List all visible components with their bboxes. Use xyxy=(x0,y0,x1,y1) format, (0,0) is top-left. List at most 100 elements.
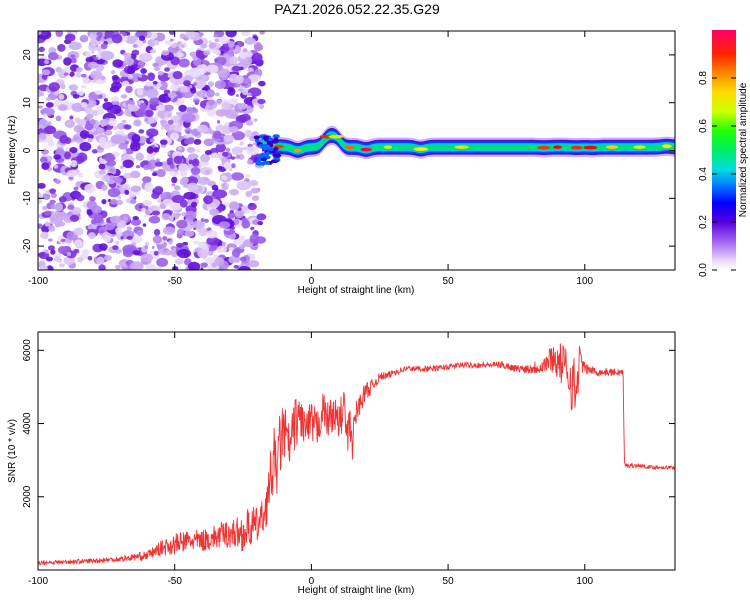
spectrogram-noise-blob xyxy=(246,119,254,126)
spectrogram-noise-blob xyxy=(72,94,80,99)
spectrogram-noise-blob xyxy=(135,164,141,169)
spectrogram-noise-blob xyxy=(84,183,96,194)
snr-x-tick-label: -50 xyxy=(167,576,182,587)
spectrogram-noise-blob xyxy=(184,210,197,221)
spectrogram-noise-blob xyxy=(42,205,48,211)
spectrogram-noise-blob xyxy=(115,199,124,206)
spectrogram-noise-blob xyxy=(38,118,49,129)
spectrogram-noise-blob xyxy=(149,138,155,143)
spectrogram-noise-blob xyxy=(143,165,151,171)
spectrogram-noise-blob xyxy=(181,176,189,184)
spectrogram-noise-blob xyxy=(242,48,248,53)
spectrogram-noise-blob xyxy=(81,85,87,89)
spectrogram-noise-blob xyxy=(75,71,81,78)
spectrogram-noise-blob xyxy=(229,56,239,65)
spectrogram-noise-blob xyxy=(233,265,239,269)
spectrogram-y-tick-label: 0 xyxy=(22,147,33,153)
spectrogram-hotspot xyxy=(605,145,619,149)
spectrogram-noise-blob xyxy=(168,31,175,36)
spectrogram-hotspot xyxy=(583,145,598,150)
spectrogram-noise-blob xyxy=(236,94,239,98)
spectrogram-noise-blob xyxy=(68,84,79,91)
spectrogram-noise-blob xyxy=(120,165,124,170)
spectrogram-noise-blob xyxy=(48,238,53,242)
spectrogram-hotspot xyxy=(553,145,562,149)
spectrogram-noise-blob xyxy=(178,104,188,112)
colorbar-scale xyxy=(712,30,736,270)
spectrogram-noise-blob xyxy=(177,40,182,45)
spectrogram-noise-blob xyxy=(176,219,188,229)
spectrogram-noise-blob xyxy=(81,248,90,256)
spectrogram-noise-blob xyxy=(243,77,251,85)
spectrogram-noise-blob xyxy=(120,236,124,240)
spectrogram-noise-blob xyxy=(189,84,193,89)
spectrogram-noise-blob xyxy=(49,188,57,194)
spectrogram-transition-blob xyxy=(273,146,279,151)
spectrogram-noise-blob xyxy=(112,59,124,68)
spectrogram-noise-blob xyxy=(50,249,56,255)
spectrogram-noise-blob xyxy=(203,138,215,147)
spectrogram-noise-blob xyxy=(151,172,158,177)
spectrogram-noise-blob xyxy=(38,105,43,109)
spectrogram-noise-blob xyxy=(218,221,231,229)
spectrogram-noise-blob xyxy=(164,40,172,46)
spectrogram-noise-blob xyxy=(151,210,161,216)
spectrogram-noise-blob xyxy=(89,196,96,202)
spectrogram-noise-blob xyxy=(45,256,54,262)
spectrogram-noise-blob xyxy=(154,115,159,120)
spectrogram-transition-blob xyxy=(264,152,270,157)
spectrogram-noise-blob xyxy=(162,226,176,235)
spectrogram-noise-blob xyxy=(145,81,153,87)
spectrogram-noise-blob xyxy=(93,213,104,224)
spectrogram-noise-blob xyxy=(96,127,105,135)
spectrogram-noise-blob xyxy=(207,81,215,87)
spectrogram-noise-blob xyxy=(123,136,129,140)
spectrogram-noise-blob xyxy=(142,223,147,227)
spectrogram-noise-blob xyxy=(127,73,134,80)
spectrogram-noise-blob xyxy=(57,104,68,111)
spectrogram-noise-blob xyxy=(132,215,139,221)
spectrogram-noise-blob xyxy=(123,52,128,57)
spectrogram-noise-blob xyxy=(159,202,166,210)
spectrogram-noise-blob xyxy=(181,171,188,176)
spectrogram-noise-blob xyxy=(102,101,114,111)
spectrogram-noise-blob xyxy=(137,65,142,69)
spectrogram-noise-blob xyxy=(126,235,133,240)
spectrogram-noise-blob xyxy=(117,122,126,130)
spectrogram-noise-blob xyxy=(125,35,139,45)
spectrogram-noise-blob xyxy=(206,89,215,98)
spectrogram-noise-blob xyxy=(167,151,171,155)
spectrogram-noise-blob xyxy=(41,73,48,80)
spectrogram-transition-blob xyxy=(254,138,260,143)
spectrogram-noise-blob xyxy=(124,57,135,66)
spectrogram-noise-blob xyxy=(245,190,253,198)
spectrogram-noise-blob xyxy=(107,187,121,198)
spectrogram-noise-blob xyxy=(152,62,160,68)
spectrogram-noise-blob xyxy=(38,138,44,143)
spectrogram-noise-blob xyxy=(183,183,189,188)
spectrogram-noise-blob xyxy=(98,243,108,251)
spectrogram-noise-blob xyxy=(87,223,97,231)
spectrogram-noise-blob xyxy=(78,104,83,108)
spectrogram-noise-blob xyxy=(193,82,197,86)
spectrogram-x-tick-label: -100 xyxy=(28,276,48,287)
spectrogram-noise-blob xyxy=(206,230,218,239)
spectrogram-noise-blob xyxy=(225,31,237,38)
spectrogram-noise-blob xyxy=(117,195,122,200)
spectrogram-noise-blob xyxy=(109,168,115,173)
spectrogram-noise-blob xyxy=(205,169,211,175)
spectrogram-noise-blob xyxy=(45,102,54,108)
spectrogram-noise-blob xyxy=(222,134,235,143)
spectrogram-noise-blob xyxy=(80,101,88,108)
spectrogram-noise-blob xyxy=(219,136,224,140)
spectrogram-noise-blob xyxy=(183,191,196,200)
figure-title: PAZ1.2026.052.22.35.G29 xyxy=(274,1,440,17)
spectrogram-noise-blob xyxy=(39,92,45,97)
spectrogram-noise-blob xyxy=(167,114,172,118)
spectrogram-noise-blob xyxy=(251,195,260,201)
spectrogram-noise-blob xyxy=(258,80,266,87)
spectrogram-noise-blob xyxy=(236,180,252,191)
spectrogram-noise-blob xyxy=(225,172,232,177)
spectrogram-noise-blob xyxy=(39,264,48,270)
